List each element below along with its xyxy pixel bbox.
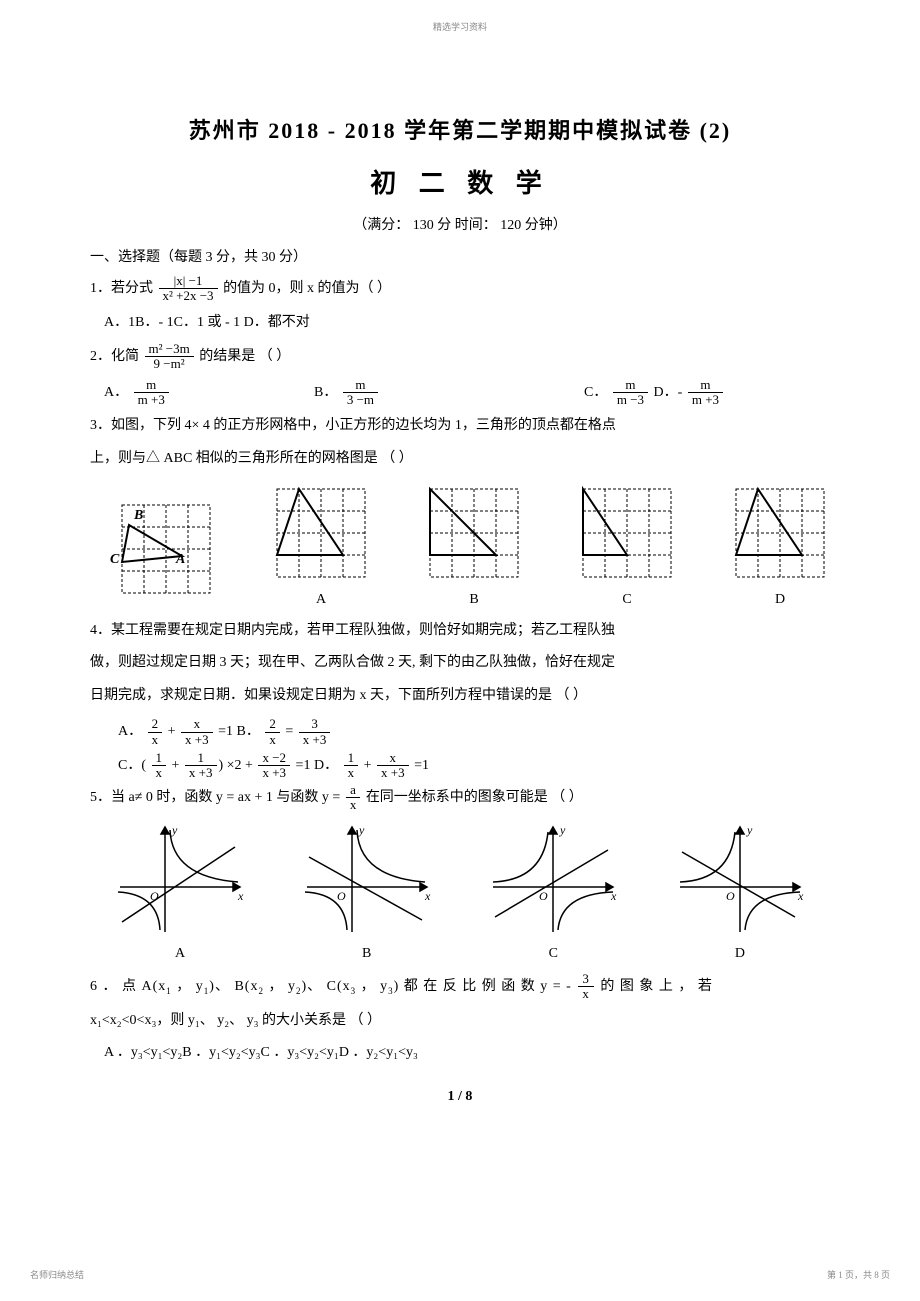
svg-text:y: y [171, 823, 178, 837]
q1-stem-b: 的值为 0，则 x 的值为（ ） [223, 281, 391, 296]
graph-svg-b: O x y [297, 822, 437, 937]
q5-graph-a: O x y A [110, 822, 250, 962]
q3-label-1: A [271, 592, 371, 608]
q2-opt-cd: C． mm −3 D．- mm +3 [584, 378, 830, 408]
svg-text:O: O [150, 889, 159, 903]
grid-svg-1 [271, 483, 371, 583]
footer-left: 名师归纳总结 [30, 1268, 84, 1281]
q3-label-2: B [424, 592, 524, 608]
q3-grid-2: B [424, 483, 524, 608]
graph-svg-a: O x y [110, 822, 250, 937]
svg-text:x: x [610, 889, 617, 903]
svg-text:y: y [358, 823, 365, 837]
q5-graphs: O x y A O x y B [110, 822, 810, 962]
q5-graph-d: O x y D [670, 822, 810, 962]
q3-label-3: C [577, 592, 677, 608]
exam-meta: （满分： 130 分 时间： 120 分钟） [90, 214, 830, 234]
q5-graph-c: O x y C [483, 822, 623, 962]
q1-options: A．1B．- 1C．1 或 - 1 D．都不对 [104, 310, 830, 337]
section-1-header: 一、选择题（每题 3 分，共 30 分） [90, 246, 830, 266]
svg-text:y: y [559, 823, 566, 837]
question-4-line2: 做，则超过规定日期 3 天；现在甲、乙两队合做 2 天, 剩下的由乙队独做，恰好… [90, 650, 830, 677]
page-content: 苏州市 2018 - 2018 学年第二学期期中模拟试卷 (2) 初 二 数 学… [0, 33, 920, 1105]
svg-text:x: x [424, 889, 431, 903]
q2-opt-a: A． mm +3 [104, 378, 314, 408]
q3-label-4: D [730, 592, 830, 608]
svg-text:O: O [337, 889, 346, 903]
graph-svg-d: O x y [670, 822, 810, 937]
question-4-line3: 日期完成，求规定日期．如果设规定日期为 x 天，下面所列方程中错误的是 （ ） [90, 683, 830, 710]
q3-grid-3: C [577, 483, 677, 608]
q3-grid-0: B A C [108, 499, 218, 608]
q6-options: A ．y₃<y₁<y₂B ．y₁<y₂<y₃C ．y₃<y₂<y₁D ．y₂<y… [104, 1040, 830, 1067]
q2-fraction: m² −3m 9 −m² [145, 342, 194, 372]
footer-right: 第 1 页，共 8 页 [827, 1268, 890, 1281]
grid-svg-4 [730, 483, 830, 583]
q4-eq-row2: C．( 1x + 1x +3) ×2 + x −2x +3 =1 D． 1x +… [118, 749, 830, 783]
grid-svg-0: B A C [108, 499, 218, 599]
svg-text:x: x [237, 889, 244, 903]
svg-text:O: O [726, 889, 735, 903]
page-number: 1 / 8 [90, 1089, 830, 1105]
svg-text:A: A [175, 552, 185, 567]
question-6-line2: x₁<x₂<0<x₃，则 y₁、 y₂、 y₃ 的大小关系是 （ ） [90, 1008, 830, 1035]
question-5: 5．当 a≠ 0 时，函数 y = ax + 1 与函数 y = ax 在同一坐… [90, 783, 830, 813]
graph-svg-c: O x y [483, 822, 623, 937]
grid-svg-2 [424, 483, 524, 583]
q1-fraction: |x| −1 x² +2x −3 [159, 274, 218, 304]
q2-opt-b: B． m3 −m [314, 378, 584, 408]
question-3-line2: 上，则与△ ABC 相似的三角形所在的网格图是 （ ） [90, 446, 830, 473]
q2-stem-b: 的结果是 （ ） [199, 349, 290, 364]
q4-eq-row1: A． 2x + xx +3 =1 B． 2x = 3x +3 [118, 715, 830, 749]
q3-grid-4: D [730, 483, 830, 608]
svg-text:C: C [110, 552, 120, 567]
question-4-line1: 4．某工程需要在规定日期内完成，若甲工程队独做，则恰好如期完成；若乙工程队独 [90, 618, 830, 645]
q2-stem-a: 2．化简 [90, 349, 143, 364]
q1-stem-a: 1．若分式 [90, 281, 157, 296]
svg-text:B: B [133, 508, 143, 523]
svg-text:x: x [797, 889, 804, 903]
exam-title: 苏州市 2018 - 2018 学年第二学期期中模拟试卷 (2) [90, 113, 830, 145]
question-3-line1: 3．如图，下列 4× 4 的正方形网格中，小正方形的边长均为 1，三角形的顶点都… [90, 413, 830, 440]
q2-options: A． mm +3 B． m3 −m C． mm −3 D．- mm +3 [104, 378, 830, 408]
svg-text:y: y [746, 823, 753, 837]
svg-text:O: O [539, 889, 548, 903]
grid-svg-3 [577, 483, 677, 583]
exam-subtitle: 初 二 数 学 [90, 163, 830, 200]
question-1: 1．若分式 |x| −1 x² +2x −3 的值为 0，则 x 的值为（ ） [90, 274, 830, 304]
question-2: 2．化简 m² −3m 9 −m² 的结果是 （ ） [90, 342, 830, 372]
q3-grid-1: A [271, 483, 371, 608]
q5-graph-b: O x y B [297, 822, 437, 962]
q3-grids: B A C A [108, 483, 830, 608]
header-watermark: 精选学习资料 [0, 0, 920, 33]
question-6-line1: 6 ． 点 A(x1 ， y1)、 B(x2 ， y2)、 C(x3 ， y3)… [90, 972, 830, 1002]
